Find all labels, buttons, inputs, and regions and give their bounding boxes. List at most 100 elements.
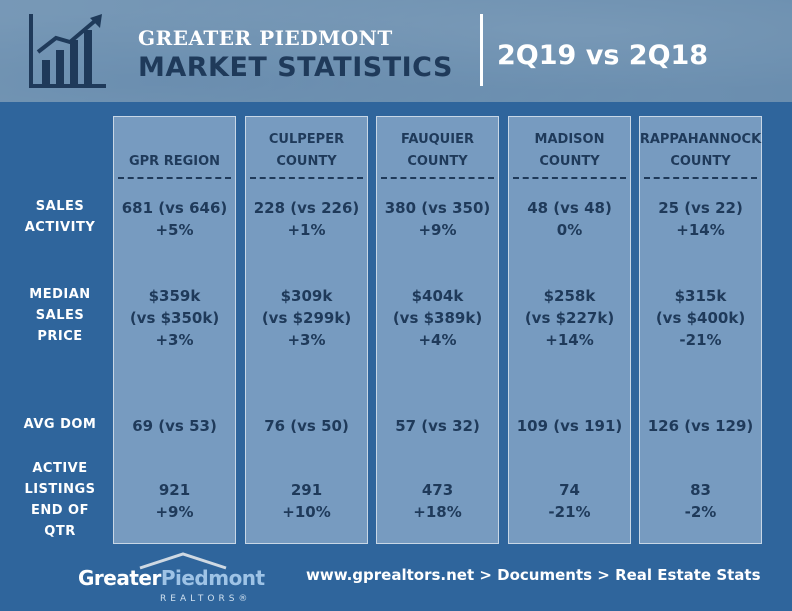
row-label-line: SALES	[35, 308, 85, 323]
cell-avg-dom: 76 (vs 50)	[246, 415, 367, 437]
cell-value: $258k	[543, 287, 596, 305]
cell-sales-activity: 25 (vs 22) +14%	[640, 197, 761, 241]
cell-value: +4%	[418, 331, 457, 349]
stats-panel	[0, 102, 792, 550]
row-label-line: LISTINGS	[24, 482, 96, 497]
row-label-line: MEDIAN	[29, 287, 91, 302]
cell-avg-dom: 57 (vs 32)	[377, 415, 498, 437]
cell-active-listings: 921 +9%	[114, 479, 235, 523]
cell-value: +1%	[287, 221, 326, 239]
row-label-line: QTR	[44, 524, 76, 539]
region-header: MADISON COUNTY	[509, 117, 630, 173]
cell-avg-dom: 126 (vs 129)	[640, 415, 761, 437]
region-name-line: COUNTY	[670, 154, 731, 169]
cell-active-listings: 291 +10%	[246, 479, 367, 523]
row-label-line: END OF	[30, 503, 89, 518]
footer-link[interactable]: www.gprealtors.net > Documents > Real Es…	[306, 566, 761, 584]
cell-avg-dom: 109 (vs 191)	[509, 415, 630, 437]
row-label-line: ACTIVE	[32, 461, 88, 476]
region-name-line: COUNTY	[539, 154, 600, 169]
cell-value: 76 (vs 50)	[264, 417, 349, 435]
bar-chart-growth-icon	[29, 14, 106, 88]
header-overlay	[0, 0, 792, 102]
cell-avg-dom: 69 (vs 53)	[114, 415, 235, 437]
cell-value: 109 (vs 191)	[516, 417, 623, 435]
cell-value: $309k	[280, 287, 333, 305]
cell-value: 126 (vs 129)	[647, 417, 754, 435]
region-column: MADISON COUNTY 48 (vs 48) 0% $258k (vs $227k)…	[508, 116, 631, 544]
region-name-line: RAPPAHANNOCK	[639, 132, 762, 147]
cell-value: +18%	[413, 503, 462, 521]
logo: GreaterPiedmont REALTORS®	[78, 552, 268, 608]
logo-piedmont: Piedmont	[160, 566, 265, 590]
cell-sales-activity: 681 (vs 646) +5%	[114, 197, 235, 241]
row-label-line: ACTIVITY	[24, 220, 96, 235]
dashed-divider	[644, 177, 757, 179]
header-divider	[480, 14, 483, 86]
cell-value: 25 (vs 22)	[658, 199, 743, 217]
cell-value: $404k	[411, 287, 464, 305]
cell-value: 681 (vs 646)	[121, 199, 228, 217]
region-column: RAPPAHANNOCK COUNTY 25 (vs 22) +14% $315k (vs…	[639, 116, 762, 544]
region-column: CULPEPER COUNTY 228 (vs 226) +1% $309k (vs $2…	[245, 116, 368, 544]
cell-value: +3%	[287, 331, 326, 349]
cell-active-listings: 83 -2%	[640, 479, 761, 523]
row-label-line: SALES	[35, 199, 85, 214]
cell-median-sales-price: $309k (vs $299k) +3%	[246, 285, 367, 351]
row-label-avg-dom: AVG DOM	[0, 414, 120, 435]
cell-value: 473	[421, 481, 454, 499]
region-header: CULPEPER COUNTY	[246, 117, 367, 173]
cell-value: -21%	[548, 503, 591, 521]
row-label-median-sales-price: MEDIAN SALES PRICE	[0, 284, 120, 347]
period-label: 2Q19 vs 2Q18	[497, 40, 709, 71]
region-column: FAUQUIER COUNTY 380 (vs 350) +9% $404k (vs $3…	[376, 116, 499, 544]
cell-active-listings: 74 -21%	[509, 479, 630, 523]
cell-value: +3%	[155, 331, 194, 349]
cell-value: $315k	[674, 287, 727, 305]
logo-greater: Greater	[78, 566, 161, 590]
cell-value: 74	[559, 481, 580, 499]
region-column: GPR REGION 681 (vs 646) +5% $359k (vs $350k)…	[113, 116, 236, 544]
cell-median-sales-price: $404k (vs $389k) +4%	[377, 285, 498, 351]
cell-sales-activity: 48 (vs 48) 0%	[509, 197, 630, 241]
cell-value: 228 (vs 226)	[253, 199, 360, 217]
cell-median-sales-price: $315k (vs $400k) -21%	[640, 285, 761, 351]
cell-value: (vs $350k)	[129, 309, 220, 327]
cell-value: +9%	[155, 503, 194, 521]
cell-value: (vs $389k)	[392, 309, 483, 327]
region-name-line: COUNTY	[407, 154, 468, 169]
footer	[0, 550, 792, 611]
logo-realtors: REALTORS®	[160, 594, 252, 604]
dashed-divider	[513, 177, 626, 179]
cell-value: (vs $299k)	[261, 309, 352, 327]
region-name-line: CULPEPER	[268, 132, 345, 147]
cell-value: 0%	[556, 221, 583, 239]
row-label-sales-activity: SALES ACTIVITY	[0, 196, 120, 238]
brand-title: GREATER PIEDMONT	[138, 26, 393, 50]
logo-text: GreaterPiedmont	[78, 566, 265, 590]
row-label-line: PRICE	[37, 329, 83, 344]
region-header: FAUQUIER COUNTY	[377, 117, 498, 173]
dashed-divider	[250, 177, 363, 179]
cell-value: 57 (vs 32)	[395, 417, 480, 435]
cell-value: +10%	[282, 503, 331, 521]
dashed-divider	[118, 177, 231, 179]
cell-median-sales-price: $359k (vs $350k) +3%	[114, 285, 235, 351]
region-name-line: GPR REGION	[128, 154, 221, 169]
cell-value: -21%	[679, 331, 722, 349]
cell-value: +5%	[155, 221, 194, 239]
cell-value: 83	[690, 481, 711, 499]
dashed-divider	[381, 177, 494, 179]
cell-value: 921	[158, 481, 191, 499]
cell-value: +14%	[676, 221, 725, 239]
cell-value: $359k	[148, 287, 201, 305]
cell-median-sales-price: $258k (vs $227k) +14%	[509, 285, 630, 351]
house-roof-icon	[139, 552, 227, 570]
cell-value: -2%	[684, 503, 717, 521]
region-name-line: COUNTY	[276, 154, 337, 169]
cell-value: +9%	[418, 221, 457, 239]
cell-value: 291	[290, 481, 323, 499]
region-header: RAPPAHANNOCK COUNTY	[640, 117, 761, 173]
row-label-active-listings: ACTIVE LISTINGS END OF QTR	[0, 458, 120, 542]
cell-sales-activity: 228 (vs 226) +1%	[246, 197, 367, 241]
